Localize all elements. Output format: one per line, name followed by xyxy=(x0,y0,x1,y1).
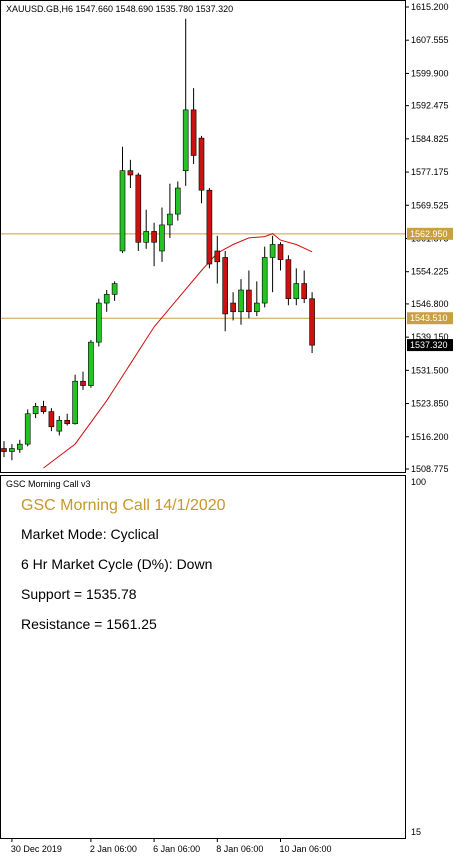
y-tick-label: 1592.475 xyxy=(411,101,449,111)
candle-body xyxy=(175,187,181,215)
indicator-name: GSC Morning Call v3 xyxy=(6,479,91,489)
candle-body xyxy=(230,302,236,313)
indicator-scale-bottom: 15 xyxy=(411,827,421,837)
market-cycle-text: 6 Hr Market Cycle (D%): Down xyxy=(21,556,212,572)
candle-body xyxy=(246,289,252,313)
market-mode-text: Market Mode: Cyclical xyxy=(21,526,159,542)
candle-body xyxy=(48,411,55,428)
candle-body xyxy=(206,189,213,265)
candle-body xyxy=(222,257,228,315)
candle-body xyxy=(111,283,118,295)
candle-body xyxy=(16,443,23,450)
x-tick-label: 2 Jan 06:00 xyxy=(90,844,137,854)
y-tick-label: 1523.850 xyxy=(411,399,449,409)
y-tick-label: 1615.200 xyxy=(411,2,449,12)
candle-body xyxy=(119,170,126,252)
candle-body xyxy=(127,170,134,176)
x-tick-label: 30 Dec 2019 xyxy=(11,844,62,854)
y-tick-label: 1584.825 xyxy=(411,134,449,144)
level-price-label: 1543.510 xyxy=(410,313,448,323)
resistance-text: Resistance = 1561.25 xyxy=(21,616,157,632)
y-tick-label: 1607.555 xyxy=(411,35,449,45)
support-text: Support = 1535.78 xyxy=(21,586,137,602)
x-tick-label: 6 Jan 06:00 xyxy=(153,844,200,854)
price-tags: 1562.950 1543.510 1537.320 xyxy=(407,227,453,352)
candle-body xyxy=(261,257,268,304)
candle-body xyxy=(167,213,173,226)
y-tick-label: 1516.200 xyxy=(411,432,449,442)
y-tick-label: 1531.500 xyxy=(411,365,449,375)
candle-body xyxy=(143,231,149,243)
candle-body xyxy=(301,283,308,300)
candle-body xyxy=(88,341,94,386)
candle-body xyxy=(309,298,315,346)
candle-body xyxy=(96,302,102,343)
candle-body xyxy=(32,406,39,415)
y-tick-label: 1599.900 xyxy=(411,68,449,78)
candle-body xyxy=(285,259,292,300)
y-tick-label: 1554.225 xyxy=(411,267,449,277)
candles-layer xyxy=(1,18,315,461)
candle-body xyxy=(24,413,31,445)
candle-body xyxy=(269,244,276,258)
level-price-tag xyxy=(407,227,453,240)
candle-body xyxy=(182,109,189,171)
candle-body xyxy=(214,250,221,263)
level-price-label: 1562.950 xyxy=(410,229,448,239)
candle-body xyxy=(103,294,110,304)
x-tick-label: 8 Jan 06:00 xyxy=(216,844,263,854)
horizontal-levels xyxy=(1,233,405,319)
candle-body xyxy=(1,448,7,452)
candle-body xyxy=(293,283,300,300)
candle-body xyxy=(56,419,63,432)
x-axis: 30 Dec 2019 2 Jan 06:00 6 Jan 06:00 8 Jan 0… xyxy=(11,838,332,854)
level-price-tag xyxy=(407,312,453,325)
main-chart-frame xyxy=(0,0,406,473)
candle-body xyxy=(151,231,157,243)
last-price-label: 1537.320 xyxy=(410,340,448,350)
y-tick-label: 1577.175 xyxy=(411,167,449,177)
indicator-scale-top: 100 xyxy=(411,477,426,487)
candle-body xyxy=(198,137,205,191)
chart-symbol-header: XAUUSD.GB,H6 1547.660 1548.690 1535.780 … xyxy=(6,4,233,14)
candle-body xyxy=(72,380,78,425)
candle-body xyxy=(238,289,244,313)
moving-average-line xyxy=(43,233,313,469)
last-price-tag xyxy=(407,339,453,352)
candle-body xyxy=(80,380,86,386)
candle-body xyxy=(277,244,284,260)
y-tick-label: 1539.150 xyxy=(411,332,449,342)
x-tick-label: 10 Jan 06:00 xyxy=(280,844,332,854)
y-tick-label: 1546.800 xyxy=(411,299,449,309)
candle-body xyxy=(40,406,47,412)
indicator-title: GSC Morning Call 14/1/2020 xyxy=(21,497,226,514)
candle-body xyxy=(64,419,70,425)
moving-average-layer xyxy=(43,233,313,469)
candle-body xyxy=(9,448,15,452)
candle-body xyxy=(254,302,260,313)
candle-body xyxy=(159,224,165,252)
indicator-frame xyxy=(0,475,406,839)
y-tick-label: 1508.775 xyxy=(411,464,449,474)
candle-body xyxy=(190,109,197,156)
candle-body xyxy=(135,174,142,243)
y-tick-label: 1569.525 xyxy=(411,200,449,210)
